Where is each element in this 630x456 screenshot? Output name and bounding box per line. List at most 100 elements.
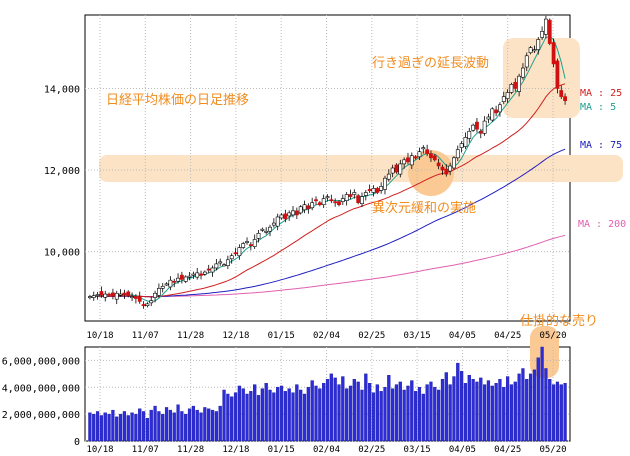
candle-down [394,164,399,173]
candle-down [317,202,322,206]
volume-bar [149,409,153,442]
candle-up [264,230,269,233]
volume-bar [329,373,333,442]
volume-bar [333,377,337,442]
price-x-tick-label: 05/20 [539,331,566,341]
volume-bar [521,368,525,442]
candle-down [367,189,372,191]
candle-up [210,267,215,273]
volume-bar [295,384,299,442]
candle-up [379,186,384,191]
volume-bar [540,346,544,442]
volume-bar [122,411,127,442]
volume-y-tick-label: 2,000,000,000 [2,410,80,421]
candle-up [176,277,180,282]
candle-down [444,168,449,175]
volume-bar [249,391,253,442]
volume-y-tick-label: 0 [74,437,80,448]
volume-y-tick-label: 6,000,000,000 [2,356,80,367]
candle-up [103,293,108,298]
price-x-tick-label: 03/15 [404,331,431,341]
volume-bar [256,395,261,442]
volume-bar [463,383,468,442]
volume-bar [505,376,510,442]
ma25-label: MA : 25 [580,88,622,99]
candle-up [517,75,522,92]
candle-down [440,166,445,171]
candle-up [229,255,234,260]
candle-up [363,192,368,196]
volume-bar [379,391,383,442]
candle-down [425,149,430,155]
volume-bar [161,413,165,442]
candle-down [141,304,146,306]
candle-up [402,159,407,165]
volume-bar [356,381,360,442]
volume-bar [387,375,391,442]
candle-down [248,244,253,247]
candle-down [547,19,552,44]
volume-bar [417,387,422,442]
volume-bar [191,405,195,442]
candle-up [195,272,200,278]
candle-up [390,167,395,174]
candle-up [536,39,541,50]
volume-bar [448,384,452,442]
ma75-label: MA : 75 [580,140,622,151]
price-grid [85,15,570,321]
candle-up [302,204,307,211]
candle-up [386,173,391,180]
volume-bar [226,393,230,442]
volume-bar [467,375,471,442]
candle-up [245,241,249,243]
candle-down [233,252,238,255]
volume-bar [348,385,353,442]
volume-bar [559,384,563,442]
candle-up [452,157,456,169]
volume-bar [517,373,521,442]
volume-bar [371,392,376,442]
candle-up [291,210,295,216]
candle-down [283,213,288,220]
volume-bar [88,412,92,442]
volume-bar [563,383,567,442]
candle-up [202,271,207,275]
volume-bar [164,407,169,442]
volume-bar [276,387,280,442]
candle-down [122,292,127,296]
candle-up [191,273,196,276]
volume-bar [291,392,295,442]
candle-up [528,47,533,54]
volume-bar [410,380,414,442]
volume-bar [414,391,418,442]
candle-up [156,288,161,296]
volume-bar [245,393,249,442]
volume-y-tick-label: 4,000,000,000 [2,383,80,394]
volume-bar [452,376,456,442]
candle-up [532,49,537,52]
easing-annotation: 異次元緩和の実施 [372,200,476,216]
candle-up [498,104,502,113]
candle-up [409,155,414,166]
volume-bar [187,408,192,442]
candle-up [145,303,150,307]
candle-up [114,292,119,300]
candle-up [153,292,157,298]
candle-up [298,206,303,214]
price-x-tick-label: 12/18 [222,331,249,341]
candle-up [344,194,349,201]
ma25-line [89,83,566,298]
candle-up [371,188,376,193]
candle-up [271,222,276,226]
candle-up [486,116,491,120]
candle-down [551,42,556,65]
volume-bar [394,384,399,442]
candle-up [505,92,510,99]
candle-up [130,296,134,299]
candle-up [421,147,426,150]
candle-up [383,177,387,190]
candle-down [199,273,203,276]
volume-bar [322,383,326,442]
volume-bar [118,413,123,442]
